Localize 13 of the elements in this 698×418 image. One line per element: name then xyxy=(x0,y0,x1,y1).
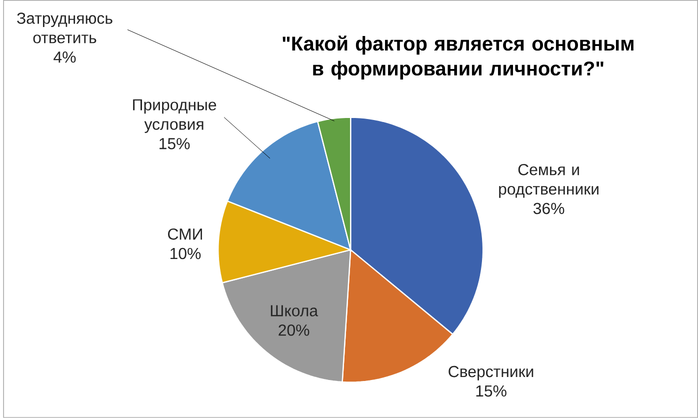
slice-label: СМИ xyxy=(168,228,202,240)
data-label: 36% xyxy=(533,202,564,214)
text: "Какой фактор является основным в формировании личности?" xyxy=(282,36,634,80)
slice-label: Сверстники xyxy=(448,366,534,380)
slice-label: Природные условия xyxy=(133,99,216,134)
data-label: 20% xyxy=(278,324,310,336)
slice-label: Затрудняюсь ответить xyxy=(17,12,112,44)
slice-label: Школа xyxy=(270,305,318,316)
data-label: 15% xyxy=(476,385,506,397)
data-label: 15% xyxy=(160,138,190,150)
data-label: 4% xyxy=(54,52,76,63)
slice-label: Семья и родственники xyxy=(499,164,598,198)
data-label: 10% xyxy=(170,248,201,260)
